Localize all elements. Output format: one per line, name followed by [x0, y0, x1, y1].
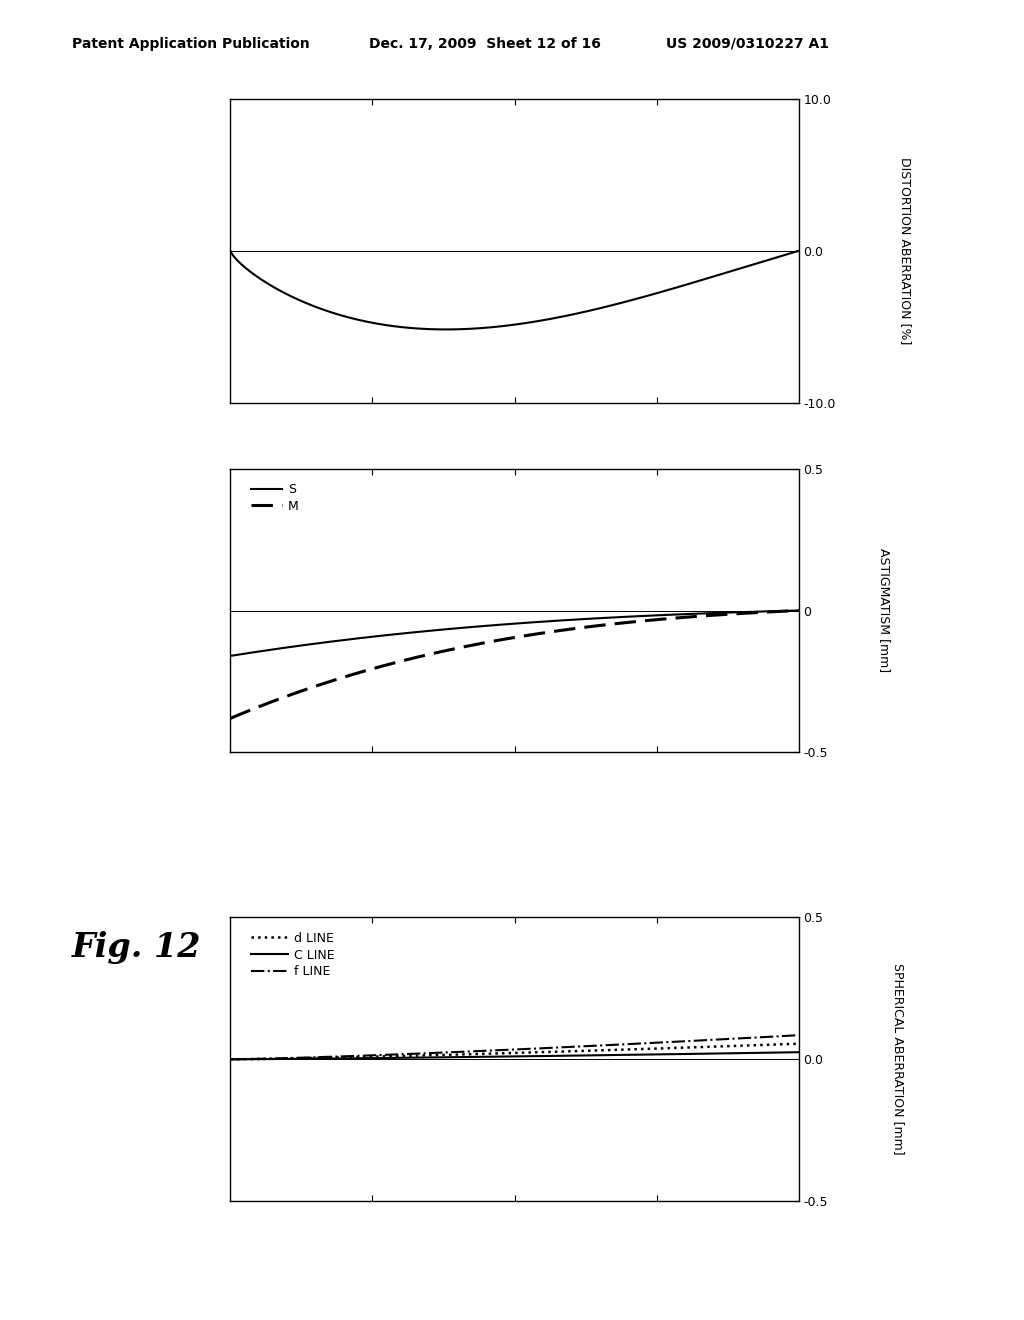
- Text: Dec. 17, 2009  Sheet 12 of 16: Dec. 17, 2009 Sheet 12 of 16: [369, 37, 600, 51]
- Y-axis label: DISTORTION ABERRATION [%]: DISTORTION ABERRATION [%]: [899, 157, 912, 345]
- Text: Fig. 12: Fig. 12: [72, 931, 201, 964]
- Text: US 2009/0310227 A1: US 2009/0310227 A1: [666, 37, 828, 51]
- Legend: S, M: S, M: [248, 480, 301, 515]
- Y-axis label: ASTIGMATISM [mm]: ASTIGMATISM [mm]: [878, 548, 891, 673]
- Legend: d LINE, C LINE, f LINE: d LINE, C LINE, f LINE: [248, 929, 337, 981]
- Text: Patent Application Publication: Patent Application Publication: [72, 37, 309, 51]
- Y-axis label: SPHERICAL ABERRATION [mm]: SPHERICAL ABERRATION [mm]: [892, 964, 904, 1155]
